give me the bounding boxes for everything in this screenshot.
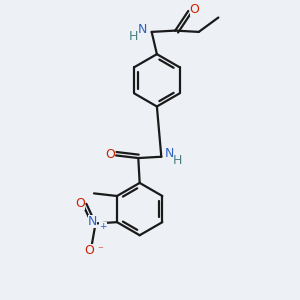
- Text: N: N: [88, 215, 98, 228]
- Text: N: N: [165, 148, 174, 160]
- Text: H: H: [128, 30, 138, 43]
- Text: N: N: [137, 23, 147, 36]
- Text: H: H: [173, 154, 182, 167]
- Text: O: O: [84, 244, 94, 257]
- Text: O: O: [106, 148, 116, 161]
- Text: ⁻: ⁻: [97, 245, 103, 256]
- Text: O: O: [75, 197, 85, 210]
- Text: +: +: [99, 222, 107, 231]
- Text: O: O: [190, 3, 200, 16]
